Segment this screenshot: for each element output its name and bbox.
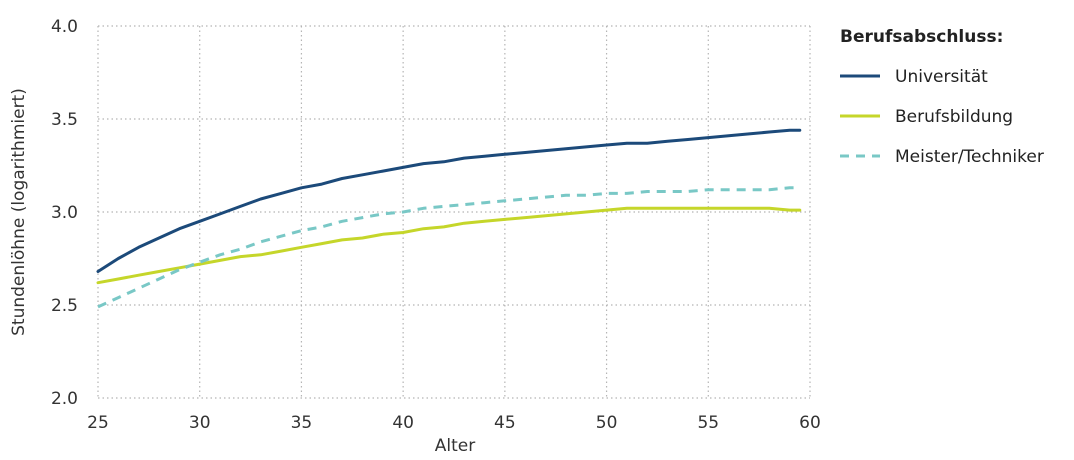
legend-label: Universität — [895, 67, 988, 87]
x-tick-label: 45 — [494, 413, 516, 433]
x-axis-label: Alter — [435, 436, 475, 456]
legend-title: Berufsabschluss: — [840, 27, 1003, 47]
y-axis-ticks: 2.0 2.5 3.0 3.5 4.0 — [51, 17, 78, 409]
x-tick-label: 60 — [799, 413, 821, 433]
grid — [97, 25, 811, 399]
series-line-meister-techniker — [97, 186, 800, 309]
x-tick-label: 35 — [291, 413, 313, 433]
series-line-universit-t — [96, 128, 802, 273]
x-tick-label: 25 — [87, 413, 109, 433]
series-line-berufsbildung — [96, 206, 802, 285]
legend-items: Universität Berufsbildung Meister/Technike… — [840, 67, 1044, 167]
y-tick-label: 2.5 — [51, 296, 78, 316]
x-tick-label: 50 — [596, 413, 618, 433]
x-tick-label: 40 — [392, 413, 414, 433]
y-axis-label: Stundenlöhne (logarithmiert) — [9, 88, 29, 336]
y-tick-label: 3.0 — [51, 203, 78, 223]
y-tick-label: 2.0 — [51, 389, 78, 409]
x-tick-label: 55 — [697, 413, 719, 433]
legend: Berufsabschluss: Universität Berufsbildun… — [840, 27, 1044, 167]
x-tick-label: 30 — [189, 413, 211, 433]
legend-label: Meister/Techniker — [895, 147, 1044, 167]
y-tick-label: 4.0 — [51, 17, 78, 37]
series-lines — [96, 128, 802, 309]
y-tick-label: 3.5 — [51, 110, 78, 130]
legend-label: Berufsbildung — [895, 107, 1013, 127]
x-axis-ticks: 25 30 35 40 45 50 55 60 — [87, 413, 821, 433]
